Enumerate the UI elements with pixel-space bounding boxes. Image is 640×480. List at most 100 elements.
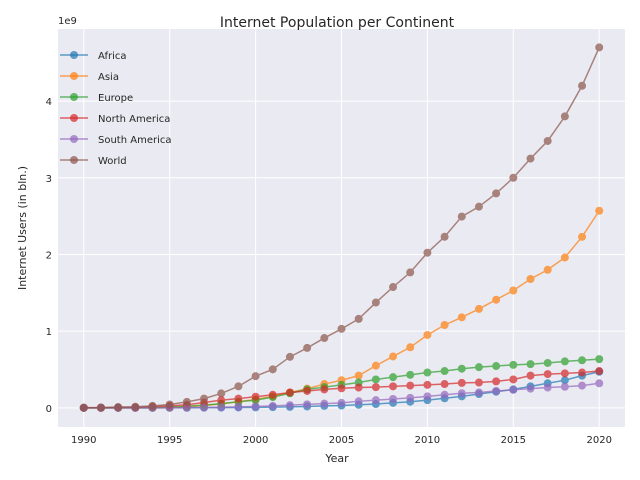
data-point (543, 265, 552, 274)
data-point (474, 363, 483, 372)
data-point (423, 330, 432, 339)
y-tick-label: 1 (46, 327, 52, 338)
legend: Africa Asia Europe North America South Ameri… (60, 51, 172, 167)
data-point (148, 401, 157, 410)
x-tick-label: 1995 (157, 435, 182, 446)
data-point (268, 390, 277, 399)
data-point (509, 385, 518, 394)
data-point (114, 403, 123, 412)
data-point (474, 304, 483, 313)
y-axis-label: Internet Users (in bln.) (16, 166, 29, 290)
data-point (79, 403, 88, 412)
data-point (578, 81, 587, 90)
data-point (492, 386, 501, 395)
data-point (492, 377, 501, 386)
data-point (303, 386, 312, 395)
y-tick-label: 2 (46, 250, 52, 261)
series-layer (79, 43, 604, 412)
y-tick-label: 4 (46, 97, 52, 108)
data-point (354, 383, 363, 392)
data-point (560, 369, 569, 378)
data-point (406, 268, 415, 277)
data-point (526, 384, 535, 393)
data-point (389, 352, 398, 361)
legend-item: Europe (60, 93, 133, 104)
legend-label: Africa (98, 51, 127, 62)
data-point (182, 403, 191, 412)
data-point (354, 314, 363, 323)
data-point (423, 368, 432, 377)
legend-swatch-marker (70, 72, 78, 80)
data-point (285, 388, 294, 397)
data-point (217, 396, 226, 405)
data-point (131, 402, 140, 411)
data-point (251, 402, 260, 411)
x-tick-label: 2015 (501, 435, 526, 446)
x-tick-label: 2010 (415, 435, 440, 446)
data-point (423, 392, 432, 401)
data-point (217, 403, 226, 412)
data-point (406, 370, 415, 379)
data-point (543, 383, 552, 392)
data-point (492, 295, 501, 304)
legend-swatch-marker (70, 51, 78, 59)
data-point (526, 371, 535, 380)
legend-item: World (60, 156, 127, 167)
data-point (268, 401, 277, 410)
data-point (595, 379, 604, 388)
data-point (251, 392, 260, 401)
data-point (560, 112, 569, 121)
legend-item: Africa (60, 51, 127, 62)
legend-item: North America (60, 114, 170, 125)
y-tick-label: 3 (46, 174, 52, 185)
data-point (492, 189, 501, 198)
data-point (354, 371, 363, 380)
data-point (371, 396, 380, 405)
legend-swatch-marker (70, 156, 78, 164)
data-point (440, 390, 449, 399)
data-point (474, 202, 483, 211)
data-point (389, 382, 398, 391)
data-point (578, 356, 587, 365)
legend-label: Asia (98, 72, 119, 83)
legend-item: Asia (60, 72, 119, 83)
data-point (457, 212, 466, 221)
data-point (337, 398, 346, 407)
chart-title: Internet Population per Continent (220, 15, 455, 31)
data-point (526, 360, 535, 369)
x-tick-label: 2005 (329, 435, 354, 446)
data-point (354, 397, 363, 406)
data-point (423, 248, 432, 257)
data-point (474, 388, 483, 397)
data-point (200, 394, 209, 403)
data-point (285, 352, 294, 361)
data-point (578, 368, 587, 377)
data-point (440, 232, 449, 241)
x-tick-label: 2020 (587, 435, 612, 446)
data-point (268, 365, 277, 374)
data-point (578, 232, 587, 241)
legend-swatch-marker (70, 114, 78, 122)
data-point (251, 372, 260, 381)
data-point (234, 382, 243, 391)
data-point (509, 360, 518, 369)
data-point (406, 381, 415, 390)
data-point (595, 206, 604, 215)
data-point (560, 253, 569, 262)
data-point (371, 298, 380, 307)
data-point (440, 380, 449, 389)
data-point (234, 394, 243, 403)
series-world (79, 43, 604, 412)
data-point (457, 378, 466, 387)
data-point (200, 403, 209, 412)
data-point (320, 399, 329, 408)
x-axis-label: Year (324, 452, 349, 465)
data-point (423, 380, 432, 389)
data-point (320, 334, 329, 343)
data-point (457, 389, 466, 398)
data-point (543, 358, 552, 367)
data-point (389, 373, 398, 382)
data-point (371, 383, 380, 392)
data-point (595, 367, 604, 376)
